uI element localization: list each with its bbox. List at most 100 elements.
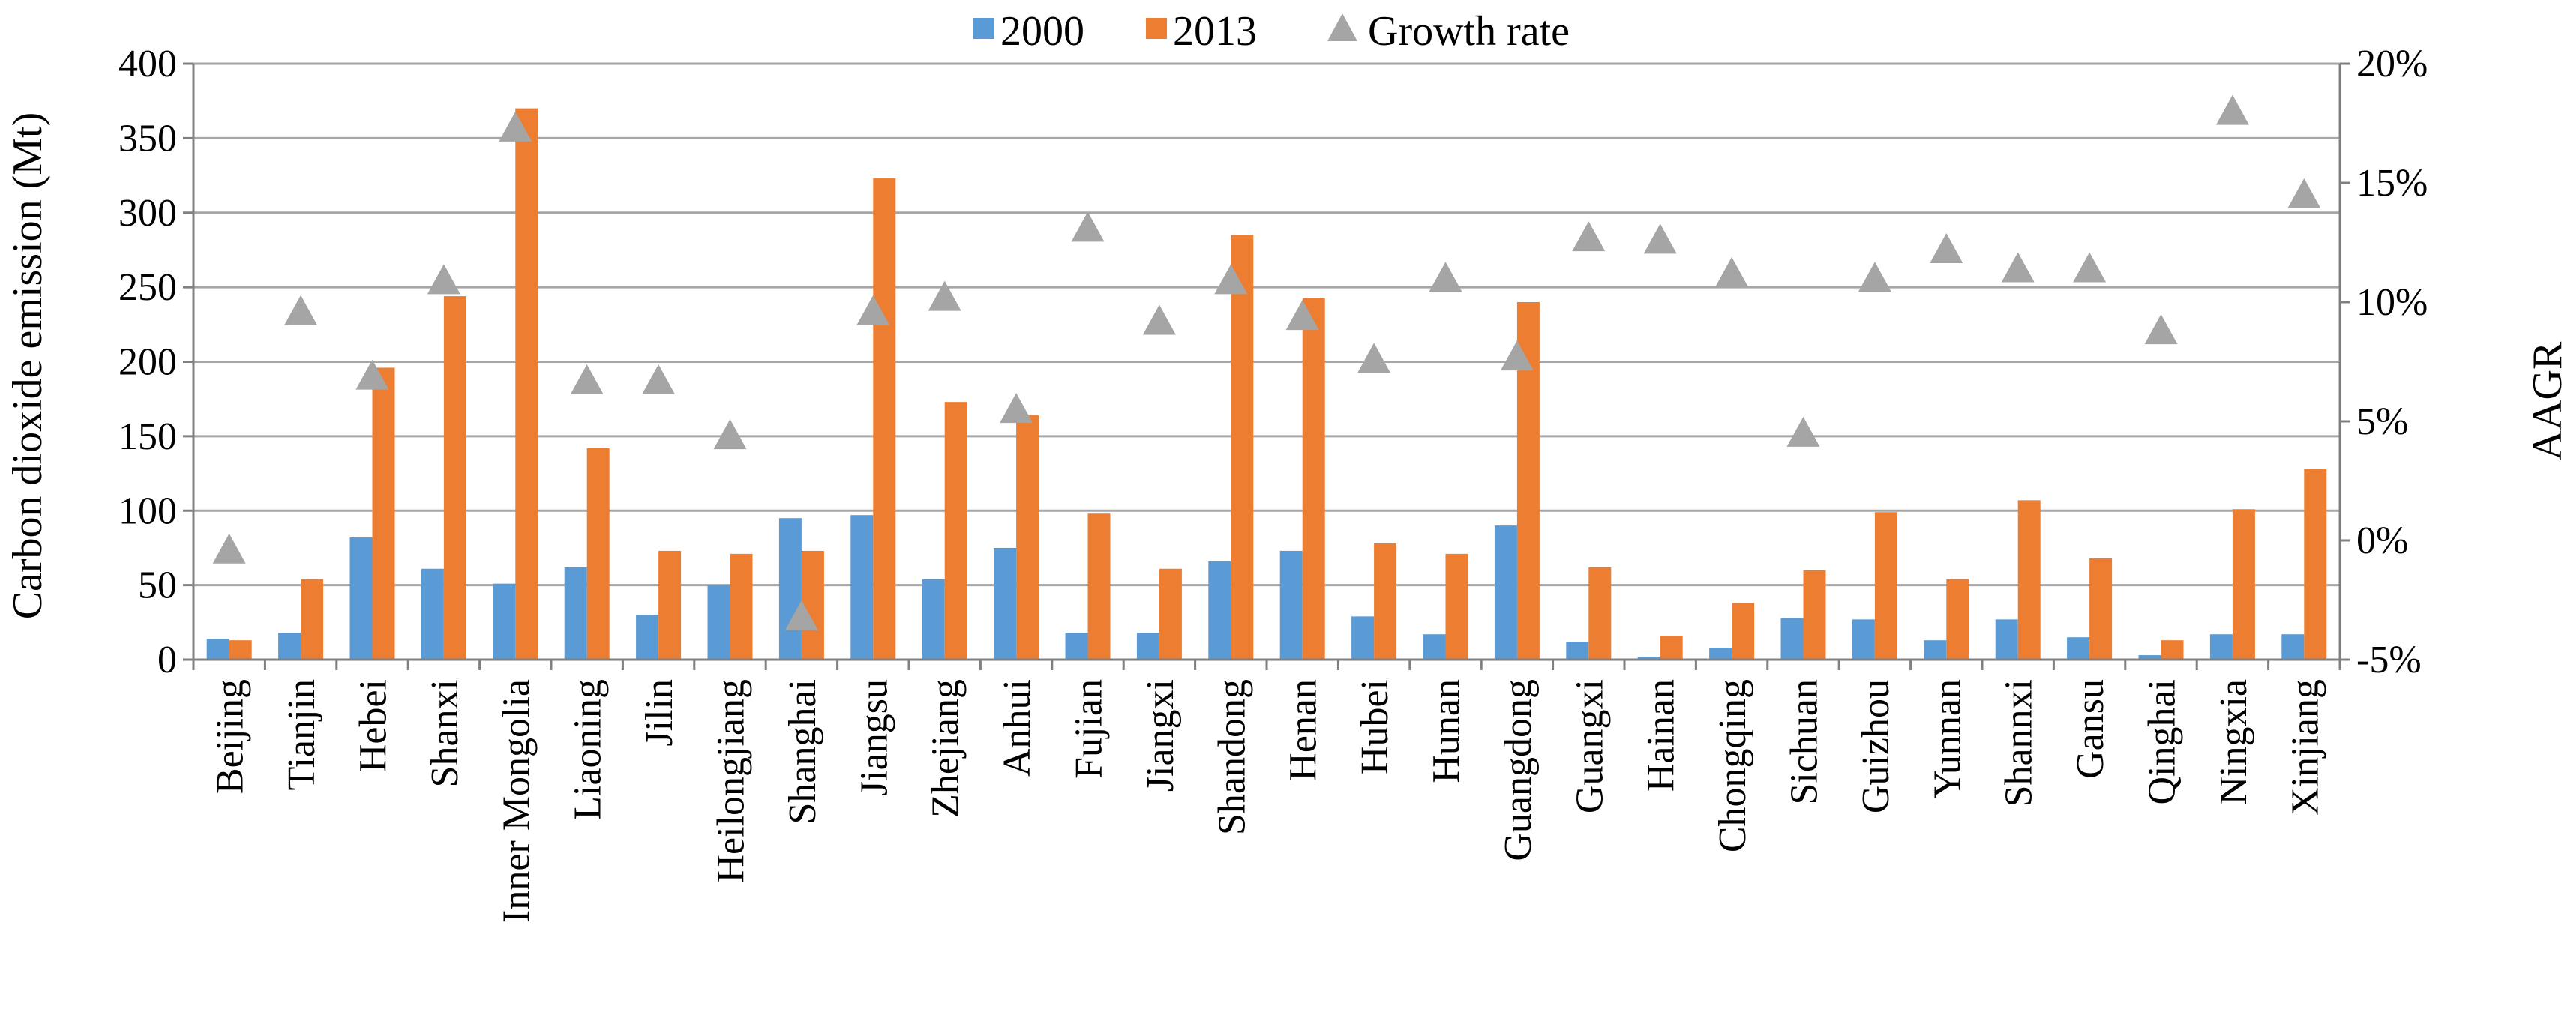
bar-2013 (1016, 415, 1039, 660)
x-category-label: Xinjiang (2284, 679, 2326, 816)
bar-2000 (1136, 633, 1159, 660)
growth-rate-marker (284, 295, 318, 325)
bar-2013 (229, 640, 252, 660)
x-category-label: Liaoning (567, 679, 610, 820)
bar-2013 (2017, 500, 2041, 660)
growth-markers (212, 94, 2321, 630)
bar-2013 (1874, 512, 1897, 660)
growth-rate-marker (1500, 340, 1534, 371)
legend-label-2000: 2000 (1000, 8, 1084, 55)
bar-2013 (2232, 509, 2255, 660)
y-left-tick-label: 350 (118, 117, 177, 160)
growth-rate-marker (1643, 223, 1677, 254)
x-category-label: Fujian (1068, 679, 1111, 779)
growth-rate-marker (1214, 264, 1248, 295)
growth-rate-marker (499, 111, 532, 142)
bar-2000 (1351, 616, 1375, 660)
bar-2013 (1374, 543, 1397, 660)
bar-2013 (1302, 298, 1325, 660)
bar-2013 (944, 402, 967, 660)
bar-2000 (1709, 648, 1732, 660)
growth-rate-marker (856, 295, 890, 325)
bar-2013 (443, 296, 466, 660)
bar-2013 (1231, 235, 1254, 660)
growth-rate-marker (1071, 211, 1105, 242)
bar-2000 (1637, 657, 1660, 660)
bar-2013 (1159, 568, 1182, 660)
legend-swatch-2013 (1146, 18, 1167, 39)
x-category-label: Guangdong (1497, 679, 1540, 861)
bar-2000 (1208, 561, 1231, 660)
growth-rate-marker (2215, 94, 2249, 125)
bar-2000 (922, 579, 945, 660)
bar-2000 (1780, 618, 1804, 660)
x-category-label: Anhui (996, 679, 1039, 777)
y-left-tick-label: 150 (118, 415, 177, 458)
bar-2000 (850, 515, 874, 660)
bar-2000 (636, 615, 659, 660)
bar-2000 (778, 518, 802, 660)
x-category-label: Hubei (1354, 679, 1396, 774)
x-category-label: Hebei (352, 679, 395, 772)
bar-2013 (1588, 567, 1612, 660)
x-category-label: Qinghai (2141, 679, 2184, 805)
legend: 2000 2013 Growth rate (973, 8, 1570, 55)
x-category-label: Shanghai (781, 679, 824, 825)
growth-rate-marker (1142, 304, 1176, 335)
x-category-label: Ningxia (2212, 679, 2255, 805)
bar-2000 (349, 537, 373, 660)
growth-rate-marker (713, 419, 747, 450)
growth-rate-marker (642, 364, 676, 394)
bar-2000 (994, 547, 1017, 660)
growth-rate-marker (2144, 314, 2178, 345)
bar-2013 (1803, 570, 1826, 660)
bar-2000 (1423, 634, 1446, 660)
x-category-label: Shandong (1210, 679, 1253, 835)
growth-rate-marker (1930, 233, 1963, 264)
legend-label-2013: 2013 (1173, 8, 1257, 55)
bar-2000 (493, 583, 516, 660)
bar-2013 (873, 178, 896, 660)
growth-rate-marker (355, 359, 389, 390)
bar-2000 (206, 639, 229, 660)
gridlines (193, 62, 2340, 587)
y-axis-left-title: Carbon dioxide emission (Mt) (4, 112, 51, 620)
x-category-label: Hainan (1640, 679, 1683, 792)
bar-2013 (801, 550, 824, 660)
bar-2013 (2304, 469, 2327, 660)
bar-2013 (372, 367, 395, 660)
y-right-tick-label: 10% (2356, 281, 2428, 324)
y-axis-right-title: AAGR (2524, 341, 2571, 460)
x-category-label: Beijing (209, 679, 252, 794)
growth-rate-marker (212, 533, 246, 564)
x-category-label: Heilongjiang (710, 679, 753, 883)
bar-2000 (2067, 637, 2090, 660)
growth-rate-marker (2073, 252, 2107, 283)
bar-2000 (1494, 525, 1517, 660)
growth-rate-marker (1786, 416, 1820, 447)
y-left-tick-label: 0 (157, 639, 177, 681)
growth-rate-marker (1357, 343, 1391, 373)
x-category-label: Shannxi (1998, 679, 2041, 807)
y-left-tick-label: 200 (118, 341, 177, 384)
y-left-tick-label: 250 (118, 266, 177, 309)
y-left-tick-label: 300 (118, 192, 177, 235)
x-category-label: Chongqing (1711, 679, 1754, 852)
bar-2000 (278, 633, 301, 660)
x-category-label: Sichuan (1783, 679, 1826, 805)
x-category-label: Jiangxi (1139, 679, 1182, 792)
legend-label-growth-rate: Growth rate (1368, 8, 1570, 55)
bar-2000 (2281, 634, 2305, 660)
bar-2013 (658, 550, 682, 660)
x-category-label: Zhejiang (925, 679, 967, 818)
y-left-tick-label: 400 (118, 43, 177, 85)
bar-2000 (1924, 640, 1947, 660)
x-category-label: Shanxi (424, 679, 466, 787)
bar-2000 (1566, 642, 1589, 660)
x-category-label: Jiangsu (853, 679, 895, 796)
bar-2000 (1995, 619, 2018, 660)
legend-swatch-growth-rate (1327, 13, 1357, 41)
x-category-label: Gansu (2069, 679, 2112, 779)
